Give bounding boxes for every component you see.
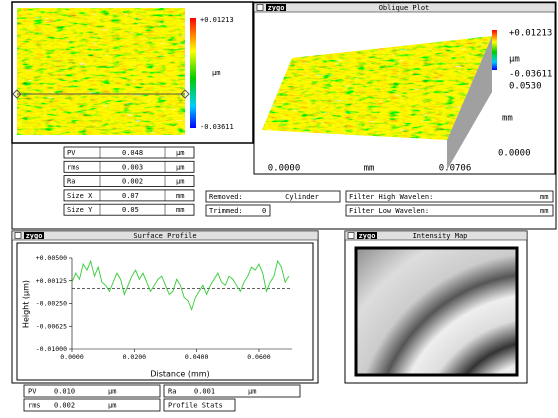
stat-unit: µm [108, 388, 116, 396]
y-tick-label: -0.01000 [36, 345, 67, 353]
stat-value: 0.010 [54, 388, 75, 396]
stat-unit: mm [176, 192, 184, 200]
y-axis-label: Height (µm) [22, 280, 31, 328]
surface-map [17, 8, 185, 135]
stat-unit: µm [176, 163, 184, 171]
page: +0.01213 µm -0.03611 zygo Oblique Plot +… [0, 0, 558, 418]
scale-min: -0.03611 [200, 123, 234, 131]
stat-label: Size X [67, 192, 93, 200]
stat-value: 0.048 [122, 149, 143, 157]
close-button[interactable] [15, 233, 21, 239]
x-tick-label: 0.0000 [60, 353, 84, 361]
x-tick-label: 0.0600 [247, 353, 271, 361]
y-unit: mm [502, 114, 513, 124]
filter-high-unit: mm [540, 193, 548, 201]
color-bar [190, 18, 196, 128]
stat-unit: µm [248, 388, 256, 396]
stat-unit: µm [108, 402, 116, 410]
logo: zygo [26, 232, 43, 240]
y-max: 0.0530 [509, 82, 542, 92]
stat-value: 0.07 [122, 192, 139, 200]
stat-label: Ra [168, 388, 176, 396]
trimmed-label: Trimmed: [209, 207, 243, 215]
profile-stats-button-label[interactable]: Profile Stats [168, 402, 223, 410]
color-bar [492, 30, 497, 70]
logo: zygo [359, 232, 376, 240]
x-max: 0.0706 [439, 164, 472, 174]
window-title: Oblique Plot [379, 4, 430, 12]
x-min: 0.0000 [268, 164, 301, 174]
stat-value: 0.002 [54, 402, 75, 410]
intensity-image [356, 248, 517, 375]
stat-unit: µm [176, 178, 184, 186]
close-button[interactable] [257, 5, 263, 11]
stat-box [164, 385, 300, 397]
scale-max: +0.01213 [509, 29, 552, 39]
close-button[interactable] [348, 233, 354, 239]
filter-low-label: Filter Low Wavelen: [349, 207, 429, 215]
stat-label: PV [67, 149, 76, 157]
stat-unit: mm [176, 206, 184, 214]
stat-unit: µm [176, 149, 184, 157]
y-tick-label: -0.00250 [36, 300, 67, 308]
stat-label: rms [67, 163, 80, 171]
removed-value: Cylinder [285, 193, 319, 201]
stat-value: 0.001 [194, 388, 215, 396]
stat-box [24, 399, 160, 411]
trimmed-value: 0 [262, 207, 266, 215]
stat-label: rms [28, 402, 41, 410]
scale-unit: µm [509, 55, 520, 65]
removed-label: Removed: [209, 193, 243, 201]
stat-label: Size Y [67, 206, 93, 214]
y-tick-label: -0.00625 [36, 322, 67, 330]
window-title: Surface Profile [133, 232, 196, 240]
stat-label: Ra [67, 178, 75, 186]
stat-box [24, 385, 160, 397]
x-tick-label: 0.0400 [185, 353, 209, 361]
y-tick-label: +0.00125 [36, 277, 67, 285]
y-tick-label: +0.00500 [36, 254, 67, 262]
screen: +0.01213 µm -0.03611 zygo Oblique Plot +… [0, 0, 558, 418]
y-min: 0.0000 [498, 149, 531, 159]
filter-low-unit: mm [540, 207, 548, 215]
scale-min: -0.03611 [509, 70, 552, 80]
stat-value: 0.002 [122, 178, 143, 186]
stat-value: 0.05 [122, 206, 139, 214]
x-unit: mm [364, 164, 375, 174]
stat-label: PV [28, 388, 37, 396]
x-axis-label: Distance (mm) [150, 370, 209, 379]
stat-value: 0.003 [122, 163, 143, 171]
logo: zygo [268, 4, 285, 12]
x-tick-label: 0.0200 [123, 353, 147, 361]
filter-high-label: Filter High Wavelen: [349, 193, 433, 201]
window-title: Intensity Map [413, 232, 468, 240]
scale-max: +0.01213 [200, 16, 234, 24]
scale-unit: µm [212, 69, 220, 77]
